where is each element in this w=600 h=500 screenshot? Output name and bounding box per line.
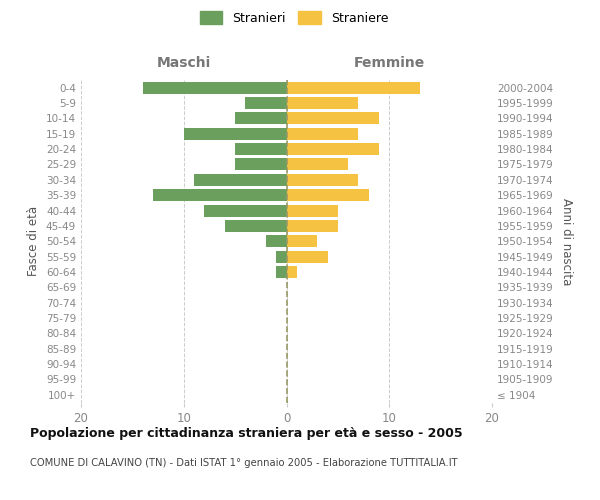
Text: Femmine: Femmine (353, 56, 425, 70)
Bar (287, 266, 297, 278)
Bar (153, 189, 287, 201)
Bar (235, 143, 287, 155)
Bar (287, 128, 358, 140)
Bar (287, 97, 358, 109)
Bar (287, 158, 348, 170)
Bar (276, 250, 287, 262)
Text: COMUNE DI CALAVINO (TN) - Dati ISTAT 1° gennaio 2005 - Elaborazione TUTTITALIA.I: COMUNE DI CALAVINO (TN) - Dati ISTAT 1° … (30, 458, 458, 468)
Bar (225, 220, 287, 232)
Bar (235, 112, 287, 124)
Bar (184, 128, 287, 140)
Y-axis label: Fasce di età: Fasce di età (28, 206, 40, 276)
Bar (287, 143, 379, 155)
Bar (287, 174, 358, 186)
Bar (245, 97, 287, 109)
Bar (194, 174, 287, 186)
Bar (266, 236, 287, 247)
Bar (276, 266, 287, 278)
Bar (287, 220, 338, 232)
Bar (143, 82, 287, 94)
Bar (287, 250, 328, 262)
Bar (287, 189, 369, 201)
Bar (287, 236, 317, 247)
Text: Popolazione per cittadinanza straniera per età e sesso - 2005: Popolazione per cittadinanza straniera p… (30, 428, 463, 440)
Bar (287, 82, 420, 94)
Y-axis label: Anni di nascita: Anni di nascita (560, 198, 573, 285)
Bar (204, 204, 287, 216)
Bar (287, 112, 379, 124)
Legend: Stranieri, Straniere: Stranieri, Straniere (195, 6, 393, 30)
Text: Maschi: Maschi (157, 56, 211, 70)
Bar (235, 158, 287, 170)
Bar (287, 204, 338, 216)
